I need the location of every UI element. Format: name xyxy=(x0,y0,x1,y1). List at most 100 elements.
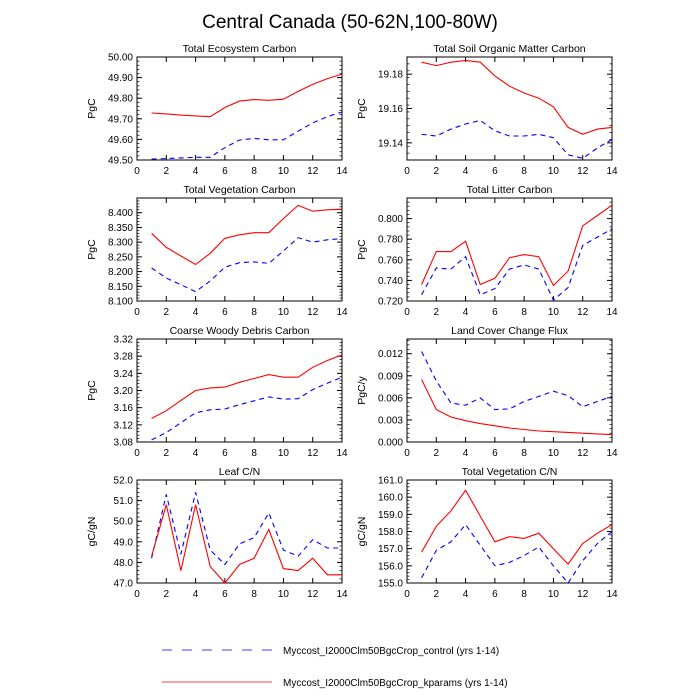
series-line-kparams xyxy=(421,204,613,287)
y-axis-label: PgC/y xyxy=(356,375,368,404)
y-tick-label: 47.0 xyxy=(114,579,134,590)
plot-frame xyxy=(136,56,343,161)
y-tick-label: 48.0 xyxy=(114,558,134,569)
y-tick-label: 0.012 xyxy=(378,349,403,360)
y-tick-label: 0.800 xyxy=(378,214,403,225)
x-tick-label: 14 xyxy=(606,166,618,177)
x-tick-label: 2 xyxy=(434,307,440,318)
x-tick-label: 6 xyxy=(222,166,228,177)
x-tick-label: 2 xyxy=(164,448,170,459)
series-line-control xyxy=(421,351,613,411)
plot-frame xyxy=(136,197,343,302)
plot-frame xyxy=(406,338,613,443)
y-tick-label: 159.0 xyxy=(378,510,403,521)
x-tick-label: 14 xyxy=(606,589,618,600)
panel-title: Total Litter Carbon xyxy=(467,184,553,196)
y-tick-label: 19.18 xyxy=(378,70,403,81)
x-tick-label: 8 xyxy=(251,307,257,318)
x-tick-label: 12 xyxy=(307,307,319,318)
x-tick-label: 0 xyxy=(134,448,140,459)
panel-title: Total Soil Organic Matter Carbon xyxy=(433,43,585,55)
x-tick-label: 2 xyxy=(164,307,170,318)
series-line-control xyxy=(151,237,343,293)
x-tick-label: 4 xyxy=(193,166,199,177)
y-axis-label: PgC xyxy=(86,98,98,119)
y-tick-label: 49.60 xyxy=(108,135,133,146)
x-tick-label: 10 xyxy=(548,166,560,177)
panel-total-soil-organic-matter-carbon: Total Soil Organic Matter Carbon 0 2 4 6 8 10 1… xyxy=(356,43,618,177)
x-tick-label: 4 xyxy=(193,448,199,459)
x-tick-label: 4 xyxy=(463,166,469,177)
y-tick-label: 3.08 xyxy=(114,438,134,449)
y-axis-label: PgC xyxy=(356,98,368,119)
x-tick-label: 4 xyxy=(463,307,469,318)
y-tick-label: 3.16 xyxy=(114,403,134,414)
x-tick-label: 8 xyxy=(521,166,527,177)
y-tick-label: 0.780 xyxy=(378,235,403,246)
panel-title: Leaf C/N xyxy=(219,466,260,478)
x-tick-label: 6 xyxy=(492,589,498,600)
x-tick-label: 10 xyxy=(278,307,290,318)
x-tick-label: 10 xyxy=(278,166,290,177)
y-tick-label: 8.250 xyxy=(108,252,133,263)
x-tick-label: 0 xyxy=(404,307,410,318)
y-tick-label: 158.0 xyxy=(378,527,403,538)
x-tick-label: 8 xyxy=(521,589,527,600)
x-tick-label: 14 xyxy=(606,448,618,459)
panel-total-ecosystem-carbon: Total Ecosystem Carbon 0 2 4 6 8 10 12 14 49.50 49… xyxy=(86,43,348,177)
x-tick-label: 10 xyxy=(278,589,290,600)
x-tick-label: 14 xyxy=(336,307,348,318)
y-tick-label: 19.16 xyxy=(378,104,403,115)
y-tick-label: 160.0 xyxy=(378,493,403,504)
x-tick-label: 0 xyxy=(404,448,410,459)
y-tick-label: 8.200 xyxy=(108,267,133,278)
panel-land-cover-change-flux: Land Cover Change Flux 0 2 4 6 8 10 12 14 0.000 0.… xyxy=(356,325,618,459)
y-tick-label: 8.350 xyxy=(108,223,133,234)
x-tick-label: 6 xyxy=(222,307,228,318)
y-tick-label: 0.720 xyxy=(378,297,403,308)
y-tick-label: 49.80 xyxy=(108,94,133,105)
series-line-kparams xyxy=(151,504,342,584)
y-tick-label: 0.760 xyxy=(378,255,403,266)
series-line-kparams xyxy=(421,59,613,135)
y-tick-label: 8.400 xyxy=(108,208,133,219)
y-tick-label: 8.300 xyxy=(108,238,133,249)
x-tick-label: 2 xyxy=(434,166,440,177)
y-tick-label: 3.28 xyxy=(114,352,134,363)
panel-total-vegetation-c-n: Total Vegetation C/N 0 2 4 6 8 10 12 14 155.0 156.… xyxy=(356,466,618,600)
x-tick-label: 0 xyxy=(134,589,140,600)
x-tick-label: 12 xyxy=(577,307,589,318)
x-tick-label: 14 xyxy=(606,307,618,318)
x-tick-label: 10 xyxy=(548,448,560,459)
plot-frame xyxy=(406,56,613,161)
panel-total-litter-carbon: Total Litter Carbon 0 2 4 6 8 10 12 14 0.720 0.740… xyxy=(356,184,618,318)
x-tick-label: 6 xyxy=(492,448,498,459)
y-tick-label: 161.0 xyxy=(378,476,403,487)
series-line-control xyxy=(151,111,343,160)
x-tick-label: 4 xyxy=(193,307,199,318)
series-line-control xyxy=(421,119,613,159)
series-line-kparams xyxy=(421,489,613,565)
y-axis-label: PgC xyxy=(86,380,98,401)
x-tick-label: 8 xyxy=(251,166,257,177)
x-tick-label: 10 xyxy=(548,589,560,600)
panel-coarse-woody-debris-carbon: Coarse Woody Debris Carbon 0 2 4 6 8 10 12 14 3.0… xyxy=(86,325,348,459)
panels: Total Ecosystem Carbon 0 2 4 6 8 10 12 14 49.50 49… xyxy=(86,43,618,600)
y-axis-label: gC/gN xyxy=(86,517,98,547)
y-tick-label: 19.14 xyxy=(378,138,403,149)
y-tick-label: 156.0 xyxy=(378,561,403,572)
x-tick-label: 2 xyxy=(434,589,440,600)
y-tick-label: 3.32 xyxy=(114,335,134,346)
y-tick-label: 49.90 xyxy=(108,73,133,84)
x-tick-label: 6 xyxy=(492,166,498,177)
y-tick-label: 51.0 xyxy=(114,496,134,507)
series-line-kparams xyxy=(151,354,343,419)
x-tick-label: 10 xyxy=(278,448,290,459)
x-tick-label: 0 xyxy=(404,589,410,600)
y-tick-label: 50.0 xyxy=(114,517,134,528)
x-tick-label: 14 xyxy=(336,448,348,459)
y-tick-label: 0.000 xyxy=(378,438,403,449)
y-tick-label: 0.740 xyxy=(378,276,403,287)
y-tick-label: 8.150 xyxy=(108,282,133,293)
y-tick-label: 8.100 xyxy=(108,297,133,308)
